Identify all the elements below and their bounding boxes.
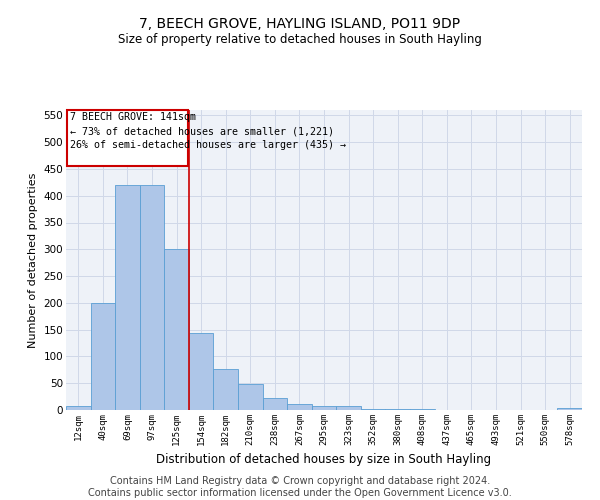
Bar bbox=[263, 398, 287, 410]
Y-axis label: Number of detached properties: Number of detached properties bbox=[28, 172, 38, 348]
Bar bbox=[115, 185, 140, 410]
Text: 7, BEECH GROVE, HAYLING ISLAND, PO11 9DP: 7, BEECH GROVE, HAYLING ISLAND, PO11 9DP bbox=[139, 18, 461, 32]
Bar bbox=[238, 384, 263, 410]
Bar bbox=[214, 369, 238, 410]
Bar bbox=[140, 185, 164, 410]
Bar bbox=[189, 334, 214, 410]
Bar bbox=[557, 408, 582, 410]
Text: 7 BEECH GROVE: 141sqm
← 73% of detached houses are smaller (1,221)
26% of semi-d: 7 BEECH GROVE: 141sqm ← 73% of detached … bbox=[70, 112, 346, 150]
Bar bbox=[66, 406, 91, 410]
Bar bbox=[361, 409, 385, 410]
Bar bbox=[312, 406, 336, 410]
Text: Size of property relative to detached houses in South Hayling: Size of property relative to detached ho… bbox=[118, 32, 482, 46]
Bar bbox=[336, 406, 361, 410]
Bar bbox=[287, 404, 312, 410]
Bar bbox=[164, 250, 189, 410]
Text: Contains HM Land Registry data © Crown copyright and database right 2024.
Contai: Contains HM Land Registry data © Crown c… bbox=[88, 476, 512, 498]
X-axis label: Distribution of detached houses by size in South Hayling: Distribution of detached houses by size … bbox=[157, 454, 491, 466]
Bar bbox=[91, 303, 115, 410]
Bar bbox=[67, 110, 188, 166]
